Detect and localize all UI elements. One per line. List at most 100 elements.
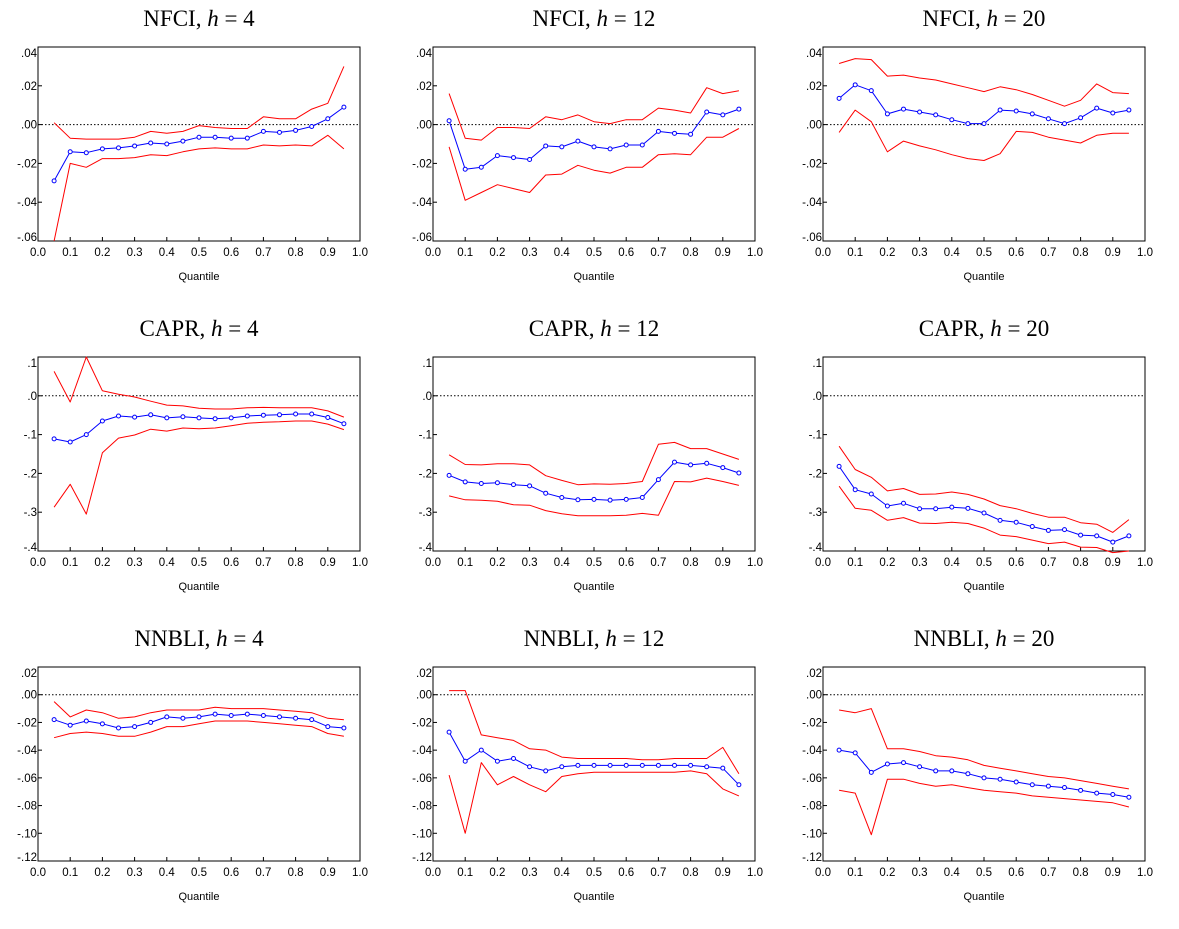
estimate-point <box>462 166 468 172</box>
estimate-point <box>981 510 987 516</box>
estimate-series-line <box>838 84 1129 125</box>
x-tick-label: 0.3 <box>912 557 928 569</box>
x-tick-label: 0.2 <box>879 557 895 569</box>
estimate-point <box>244 135 250 141</box>
chart-title: CAPR, h = 20 <box>919 316 1050 341</box>
plot-frame <box>37 356 361 552</box>
y-tick-label: .04 <box>806 48 823 60</box>
estimate-point <box>949 117 955 123</box>
estimate-point <box>212 416 218 422</box>
chart-title-prefix: NNBLI, <box>134 626 216 651</box>
estimate-point <box>277 412 282 418</box>
estimate-point <box>309 411 315 417</box>
x-tick-label: 0.1 <box>62 247 78 259</box>
y-tick-label: -.06 <box>802 773 822 785</box>
y-tick-label: -.04 <box>802 197 822 209</box>
y-tick-label: -.04 <box>17 745 37 757</box>
estimate-point <box>196 134 202 140</box>
estimate-point <box>917 764 923 770</box>
chart-title-variable: h <box>990 316 1002 341</box>
y-tick-label: -.4 <box>419 542 433 554</box>
x-tick-label: 0.1 <box>457 557 473 569</box>
estimate-point <box>446 472 452 478</box>
x-tick-label: 0.4 <box>554 247 571 259</box>
chart-svg: NFCI, h = 4 .04 .02 .00 -.02 -.04 -.06 0.0 0.1 0.… <box>17 6 368 283</box>
y-tick-label: -.02 <box>802 158 822 170</box>
estimate-point <box>688 462 694 468</box>
y-tick-label: -.1 <box>809 430 822 442</box>
x-tick-label: 1.0 <box>1137 557 1153 569</box>
y-tick-label: -.06 <box>412 773 432 785</box>
y-tick-label: -.04 <box>412 197 432 209</box>
chart-svg: NNBLI, h = 12 .02 .00 -.02 -.04 -.06 -.08 -.10 -… <box>412 626 763 903</box>
estimate-point <box>559 494 565 500</box>
chart-title-variable: h <box>596 6 608 31</box>
y-tick-label: .02 <box>806 81 822 93</box>
estimate-point <box>736 782 742 788</box>
estimate-point <box>228 135 234 141</box>
x-tick-label: 1.0 <box>747 247 763 259</box>
estimate-point <box>309 124 315 130</box>
x-tick-label: 0.2 <box>489 557 505 569</box>
confidence-band-line <box>838 445 1130 533</box>
chart-title-suffix: = 4 <box>219 6 255 31</box>
y-tick-label: .00 <box>21 120 37 132</box>
y-tick-label: -.2 <box>24 468 37 480</box>
chart-panel-nfci-h12: NFCI, h = 12 .04 .02 .00 -.02 -.04 -.06 0.0 0.1 0… <box>395 0 785 305</box>
plot-frame <box>822 46 1146 242</box>
estimate-series-line <box>448 108 740 170</box>
estimate-point <box>325 724 331 730</box>
y-tick-label: -.12 <box>412 852 432 864</box>
estimate-point <box>639 142 645 148</box>
estimate-point <box>639 494 645 500</box>
estimate-point <box>933 768 939 774</box>
y-tick-label: -.12 <box>802 852 822 864</box>
x-tick-label: 1.0 <box>1137 867 1153 879</box>
x-tick-label: 0.0 <box>815 247 831 259</box>
y-tick-label: .0 <box>27 391 37 403</box>
y-tick-label: .1 <box>812 358 822 370</box>
estimate-point <box>623 496 629 502</box>
estimate-point <box>1045 116 1051 122</box>
confidence-band-line <box>448 87 739 141</box>
x-tick-label: 0.9 <box>715 867 731 879</box>
estimate-point <box>704 460 710 466</box>
chart-title: NNBLI, h = 20 <box>914 626 1055 651</box>
chart-svg: CAPR, h = 4 .1 .0 -.1 -.2 -.3 -.4 0.0 0.1 0.2 0.3 0… <box>24 316 368 593</box>
x-tick-label: 0.6 <box>223 867 239 879</box>
estimate-point <box>212 711 218 717</box>
y-tick-label: -.04 <box>802 745 822 757</box>
x-tick-label: 0.6 <box>1008 867 1024 879</box>
y-tick-label: -.02 <box>17 158 37 170</box>
estimate-point <box>99 721 105 727</box>
estimate-point <box>244 413 250 419</box>
x-tick-label: 0.8 <box>683 247 699 259</box>
estimate-point <box>293 127 299 133</box>
estimate-point <box>1126 794 1132 800</box>
estimate-point <box>260 713 266 718</box>
confidence-band-line <box>448 441 740 486</box>
y-tick-label: -.2 <box>809 468 822 480</box>
x-tick-label: 0.9 <box>1105 867 1121 879</box>
estimate-point <box>672 130 677 136</box>
x-tick-label: 0.7 <box>1040 557 1056 569</box>
chart-title-suffix: = 4 <box>228 626 264 651</box>
estimate-point <box>1078 787 1084 793</box>
y-tick-label: -.02 <box>412 717 432 729</box>
x-tick-label: 0.0 <box>425 247 441 259</box>
x-axis-label: Quantile <box>964 891 1005 903</box>
estimate-point <box>736 106 742 112</box>
x-tick-label: 0.5 <box>976 557 992 569</box>
estimate-point <box>1110 539 1116 545</box>
x-tick-label: 0.5 <box>586 557 602 569</box>
estimate-point <box>116 725 121 731</box>
estimate-point <box>981 121 987 127</box>
chart-title-variable: h <box>995 626 1007 651</box>
estimate-point <box>1110 110 1116 116</box>
confidence-band-line <box>53 701 344 721</box>
y-tick-label: .04 <box>21 48 38 60</box>
estimate-point <box>1013 108 1019 114</box>
estimate-point <box>478 164 484 170</box>
estimate-point <box>196 415 202 421</box>
y-tick-label: .00 <box>806 690 822 702</box>
